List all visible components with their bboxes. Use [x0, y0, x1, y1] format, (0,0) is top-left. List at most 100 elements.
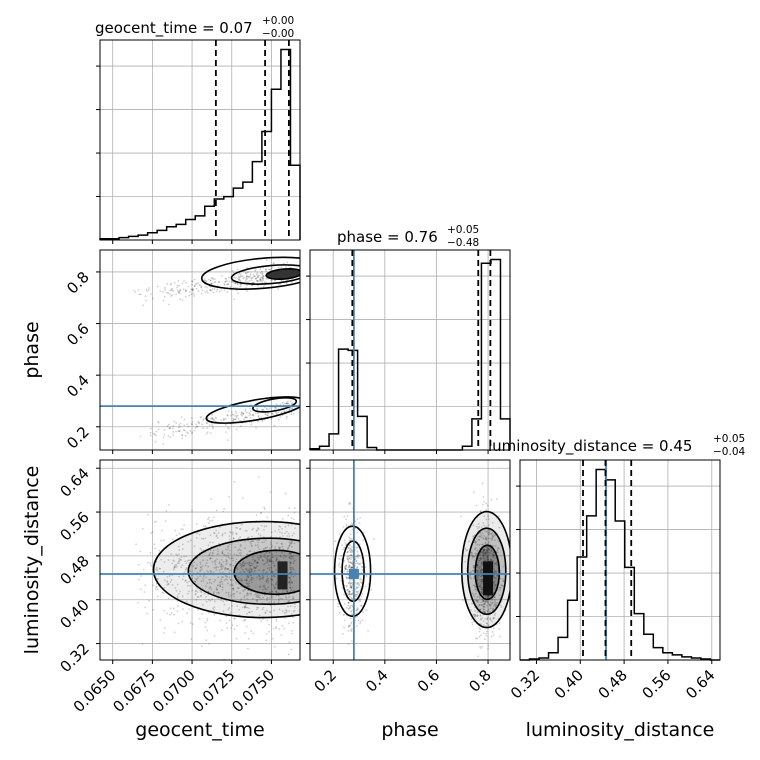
sample-point — [268, 630, 271, 633]
sample-point — [484, 552, 487, 555]
sample-point — [290, 629, 293, 632]
sample-point — [246, 612, 248, 615]
sample-point — [250, 578, 253, 581]
sample-point — [259, 556, 262, 558]
sample-point — [286, 402, 288, 404]
sample-point — [245, 289, 248, 292]
sample-point — [488, 551, 491, 554]
sample-point — [492, 565, 495, 568]
sample-point — [266, 596, 269, 599]
sample-point — [290, 555, 293, 558]
sample-point — [479, 585, 482, 588]
sample-point — [278, 546, 280, 548]
sample-point — [271, 575, 274, 578]
sample-point — [498, 526, 501, 529]
sample-point — [269, 279, 272, 282]
sample-point — [214, 420, 217, 423]
sample-point — [251, 414, 254, 417]
sample-point — [200, 292, 203, 295]
sample-point — [469, 609, 472, 612]
sample-point — [271, 412, 274, 415]
sample-point — [166, 581, 169, 584]
sample-point — [341, 544, 343, 547]
sample-point — [231, 624, 234, 627]
sample-point — [245, 579, 248, 582]
sample-point — [350, 586, 353, 589]
panel-frame — [99, 249, 301, 451]
sample-point — [359, 620, 362, 623]
sample-point — [478, 630, 481, 633]
sample-point — [177, 622, 180, 625]
sample-point — [245, 275, 248, 278]
sample-point — [489, 607, 492, 610]
sample-point — [227, 592, 230, 594]
sample-point — [477, 564, 479, 566]
sample-point — [346, 515, 349, 517]
sample-point — [249, 416, 252, 419]
sample-point — [287, 402, 290, 405]
sample-point — [482, 599, 485, 602]
sample-point — [356, 566, 359, 569]
sample-point — [490, 536, 493, 539]
sample-point — [262, 569, 265, 572]
sample-point — [349, 567, 352, 569]
sample-point — [286, 548, 289, 551]
sample-point — [481, 551, 484, 554]
sample-point — [203, 279, 206, 282]
sample-point — [344, 541, 347, 544]
sample-point — [263, 585, 266, 588]
sample-point — [233, 617, 236, 620]
sample-point — [281, 598, 283, 600]
sample-point — [205, 595, 207, 598]
sample-point — [277, 601, 280, 604]
sample-point — [474, 613, 477, 616]
sample-point — [355, 560, 358, 563]
sample-point — [481, 586, 483, 589]
sample-point — [343, 559, 346, 562]
sample-point — [250, 421, 253, 424]
sample-point — [206, 290, 208, 292]
sample-point — [480, 601, 483, 604]
x-tick-label-geocent-time: 0.0675 — [109, 666, 159, 716]
sample-point — [250, 568, 253, 571]
sample-point — [213, 609, 215, 611]
sample-point — [268, 564, 270, 567]
sample-point — [292, 595, 295, 598]
sample-point — [350, 537, 353, 540]
sample-point — [486, 556, 489, 559]
sample-point — [197, 596, 200, 599]
sample-point — [241, 275, 244, 277]
sample-point — [231, 413, 234, 416]
sample-point — [227, 556, 230, 559]
sample-point — [199, 595, 202, 597]
sample-point — [168, 583, 170, 586]
sample-point — [339, 570, 342, 573]
sample-point — [347, 608, 350, 611]
sample-point — [262, 409, 265, 412]
sample-point — [475, 599, 478, 602]
sample-point — [284, 492, 287, 495]
sample-point — [199, 569, 202, 572]
sample-point — [489, 604, 492, 607]
sample-point — [238, 548, 241, 551]
title-luminosity-distance-plus: +0.05 — [713, 433, 745, 445]
sample-point — [209, 534, 212, 537]
sample-point — [213, 634, 216, 637]
sample-point — [207, 571, 210, 573]
sample-point — [476, 571, 479, 573]
sample-point — [192, 288, 195, 291]
sample-point — [259, 268, 262, 271]
y-tick-label-luminosity-distance: 0.48 — [56, 552, 92, 588]
sample-point — [482, 553, 485, 556]
sample-point — [474, 588, 477, 591]
sample-point — [480, 568, 483, 571]
sample-point — [216, 548, 219, 551]
sample-point — [185, 600, 188, 603]
sample-point — [180, 566, 183, 569]
sample-point — [213, 418, 216, 421]
sample-point — [223, 603, 226, 606]
sample-point — [496, 549, 499, 552]
sample-point — [200, 645, 203, 648]
sample-point — [257, 594, 260, 597]
